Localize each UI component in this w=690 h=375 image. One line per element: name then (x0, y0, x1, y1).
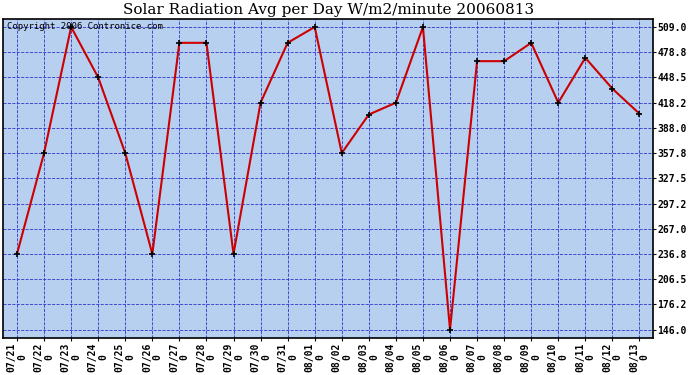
Text: Copyright 2006 Contronice.com: Copyright 2006 Contronice.com (7, 22, 163, 31)
Title: Solar Radiation Avg per Day W/m2/minute 20060813: Solar Radiation Avg per Day W/m2/minute … (123, 3, 534, 18)
